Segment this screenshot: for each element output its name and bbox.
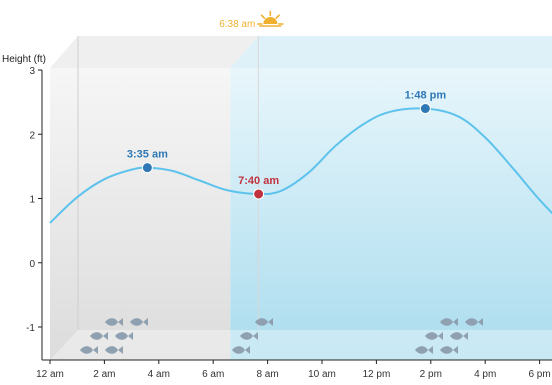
y-tick-label: 3	[29, 66, 35, 77]
x-tick-label: 4 am	[148, 369, 170, 380]
fish-icon	[440, 346, 458, 354]
tide-point-label: 1:48 pm	[405, 90, 447, 102]
x-tick-label: 8 am	[256, 369, 278, 380]
plot-background	[50, 36, 552, 360]
x-tick-label: 2 am	[93, 369, 115, 380]
y-axis-title: Height (ft)	[2, 54, 46, 65]
y-axis: Height (ft)	[2, 54, 46, 360]
tide-point-label: 7:40 am	[238, 175, 279, 187]
tide-points: 3:35 am 7:40 am 1:48 pm	[127, 90, 447, 200]
day-shade-area	[230, 68, 552, 360]
x-tick-label: 4 pm	[474, 369, 496, 380]
sunrise-icon	[257, 10, 284, 27]
fish-icon	[80, 346, 98, 354]
fish-icon	[105, 318, 123, 326]
x-tick-label: 10 am	[308, 369, 336, 380]
fish-icon	[465, 318, 483, 326]
tide-point-marker	[141, 162, 153, 174]
x-tick-label: 6 pm	[528, 369, 550, 380]
day-box-top	[230, 36, 552, 68]
fish-icon	[232, 346, 250, 354]
y-tick-label: -1	[26, 323, 35, 334]
y-tick-label: 0	[29, 259, 35, 270]
fish-icon	[115, 332, 133, 340]
night-shade-area	[50, 68, 231, 360]
fish-icon	[90, 332, 108, 340]
fish-icon	[425, 332, 443, 340]
fish-icon	[105, 346, 123, 354]
night-box-top	[50, 36, 259, 68]
x-ticks: 12 am 2 am 4 am 6 am 8 am 10 am 12 pm 2 pm 4 pm 6…	[36, 360, 551, 380]
y-ticks: 3 2 1 0 -1	[26, 66, 42, 334]
x-tick-label: 12 pm	[363, 369, 391, 380]
x-tick-label: 2 pm	[420, 369, 442, 380]
tide-point-label: 3:35 am	[127, 149, 168, 161]
fish-icons	[80, 318, 483, 354]
fish-icon	[450, 332, 468, 340]
sunrise-marker: 6:38 am	[219, 10, 284, 30]
sunrise-time-label: 6:38 am	[219, 19, 255, 30]
fish-icon	[130, 318, 148, 326]
fish-icon	[255, 318, 273, 326]
fish-icon	[240, 332, 258, 340]
y-tick-label: 2	[29, 130, 35, 141]
tide-curve-line	[49, 107, 552, 224]
y-tick-label: 1	[29, 195, 35, 206]
x-tick-label: 6 am	[202, 369, 224, 380]
tide-point-marker	[419, 103, 431, 115]
tide-point-marker	[253, 188, 265, 200]
x-tick-label: 12 am	[36, 369, 64, 380]
fish-icon	[440, 318, 458, 326]
fish-icon	[415, 346, 433, 354]
